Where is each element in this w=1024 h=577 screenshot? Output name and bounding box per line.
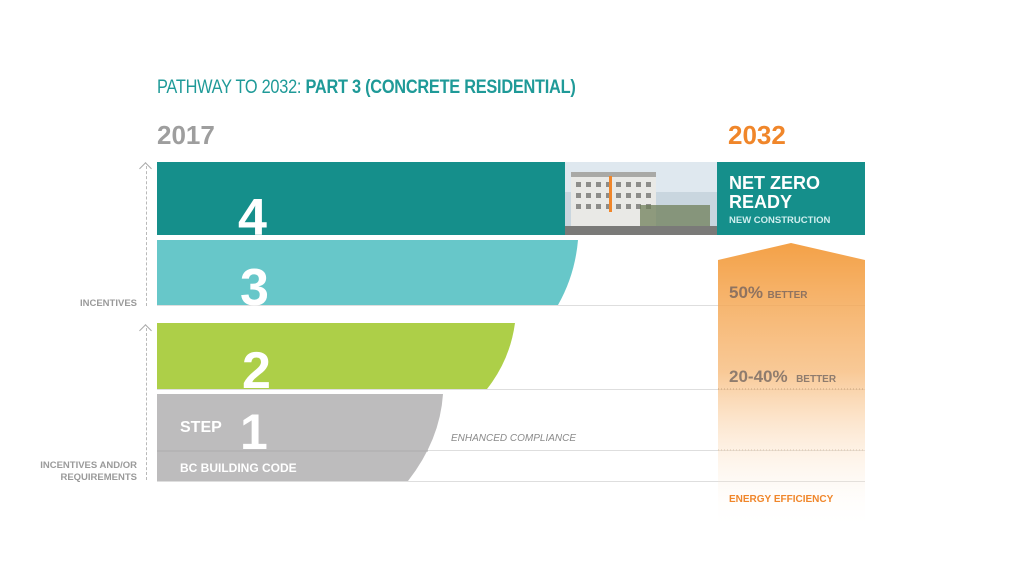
year-start: 2017 [157,120,215,150]
goal-title: NET ZERO READY [729,174,820,212]
step-3-number: 3 [240,259,269,317]
step-1-caption: BC BUILDING CODE [180,461,297,475]
year-end: 2032 [728,120,786,150]
step-3-band [157,240,578,305]
axis-upper [146,166,147,306]
gridline [157,450,865,451]
label-incentives-and-or: INCENTIVES AND/OR [40,460,137,471]
axis-lower [146,328,147,480]
goal-line-1: NET ZERO [729,173,821,193]
enhanced-compliance-label: ENHANCED COMPLIANCE [451,433,577,444]
step-4-band [157,162,865,235]
title-prefix: PATHWAY TO 2032: [157,77,302,98]
label-requirements: REQUIREMENTS [60,472,137,483]
efficiency-20-40-suffix: BETTER [796,374,837,385]
efficiency-50: 50% BETTER [729,283,807,303]
efficiency-20-40: 20-40% BETTER [729,367,836,387]
step-1-number: 1 [240,404,268,460]
energy-efficiency-label: ENERGY EFFICIENCY [729,494,834,505]
efficiency-20-40-value: 20-40% [729,367,788,386]
building-photo [565,162,717,235]
goal-line-2: READY [729,192,793,212]
label-incentives: INCENTIVES [79,298,137,309]
step-2-number: 2 [242,342,271,400]
gridline [157,481,865,482]
step-1-band [157,394,443,481]
title-emphasis: PART 3 (CONCRETE RESIDENTIAL) [305,77,576,98]
goal-subtitle: NEW CONSTRUCTION [729,215,831,226]
diagram-title: PATHWAY TO 2032: PART 3 (CONCRETE RESIDE… [157,77,576,99]
efficiency-50-suffix: BETTER [767,290,808,301]
energy-efficiency-arrow [718,243,865,530]
gridline [157,389,865,390]
efficiency-50-value: 50% [729,283,764,302]
step-2-band [157,323,515,389]
step-4-number: 4 [238,189,267,247]
step-1-prefix: STEP [180,419,222,436]
gridline [157,305,865,306]
